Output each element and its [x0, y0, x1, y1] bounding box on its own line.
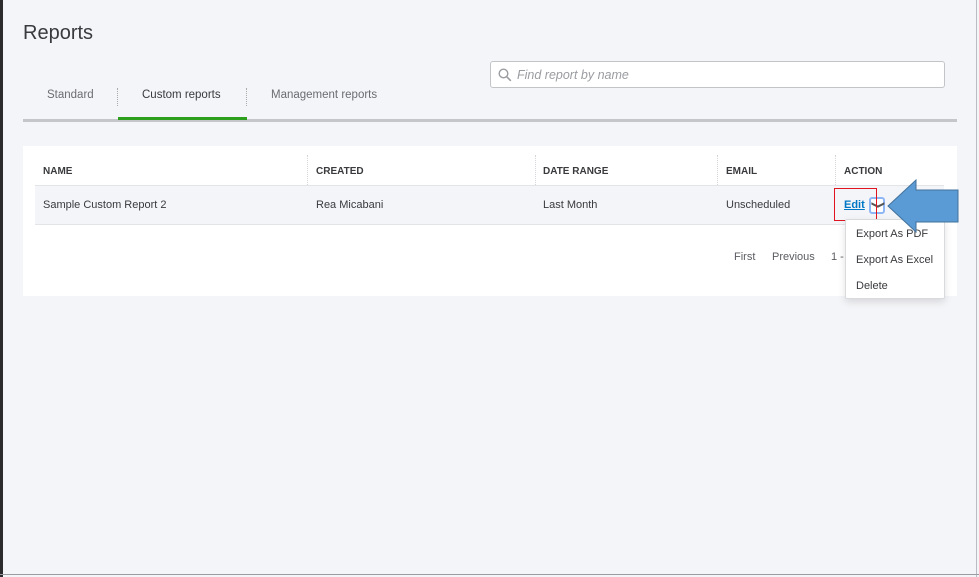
arrow-left-icon: [887, 178, 959, 234]
table-row: [35, 186, 944, 225]
tab-management-reports[interactable]: Management reports: [271, 89, 378, 101]
window-edge-bottom: [0, 574, 979, 575]
menu-item-delete[interactable]: Delete: [856, 280, 888, 292]
tab-divider: [117, 88, 118, 106]
column-header-action: ACTION: [844, 166, 883, 177]
cell-created: Rea Micabani: [316, 199, 384, 211]
column-header-email[interactable]: EMAIL: [726, 166, 758, 177]
tab-standard[interactable]: Standard: [47, 89, 94, 101]
tab-custom-reports[interactable]: Custom reports: [142, 89, 221, 101]
pagination-previous[interactable]: Previous: [772, 251, 815, 263]
tab-underline: [23, 119, 957, 122]
menu-item-export-excel[interactable]: Export As Excel: [856, 254, 934, 266]
active-tab-indicator: [118, 117, 247, 120]
action-dropdown-button[interactable]: ❯: [869, 197, 885, 214]
window-edge-right: [976, 0, 977, 577]
search-icon: [498, 68, 512, 82]
header-divider: [35, 185, 944, 186]
page-title: Reports: [23, 22, 94, 44]
search-input[interactable]: [517, 66, 937, 84]
cell-email: Unscheduled: [726, 199, 791, 211]
edit-link[interactable]: Edit: [844, 199, 865, 211]
window-edge: [0, 0, 3, 577]
column-header-date-range[interactable]: DATE RANGE: [543, 166, 609, 177]
search-box: [490, 61, 945, 88]
pagination-first[interactable]: First: [734, 251, 756, 263]
annotation-highlight-box: [834, 188, 877, 221]
tab-divider: [246, 88, 247, 106]
menu-item-export-pdf[interactable]: Export As PDF: [856, 228, 929, 240]
column-header-name[interactable]: NAME: [43, 166, 73, 177]
cell-date-range: Last Month: [543, 199, 598, 211]
pagination-range: 1 -: [831, 251, 844, 263]
column-header-created[interactable]: CREATED: [316, 166, 364, 177]
action-menu: Export As PDF Export As Excel Delete: [845, 219, 945, 299]
cell-name: Sample Custom Report 2: [43, 199, 167, 211]
